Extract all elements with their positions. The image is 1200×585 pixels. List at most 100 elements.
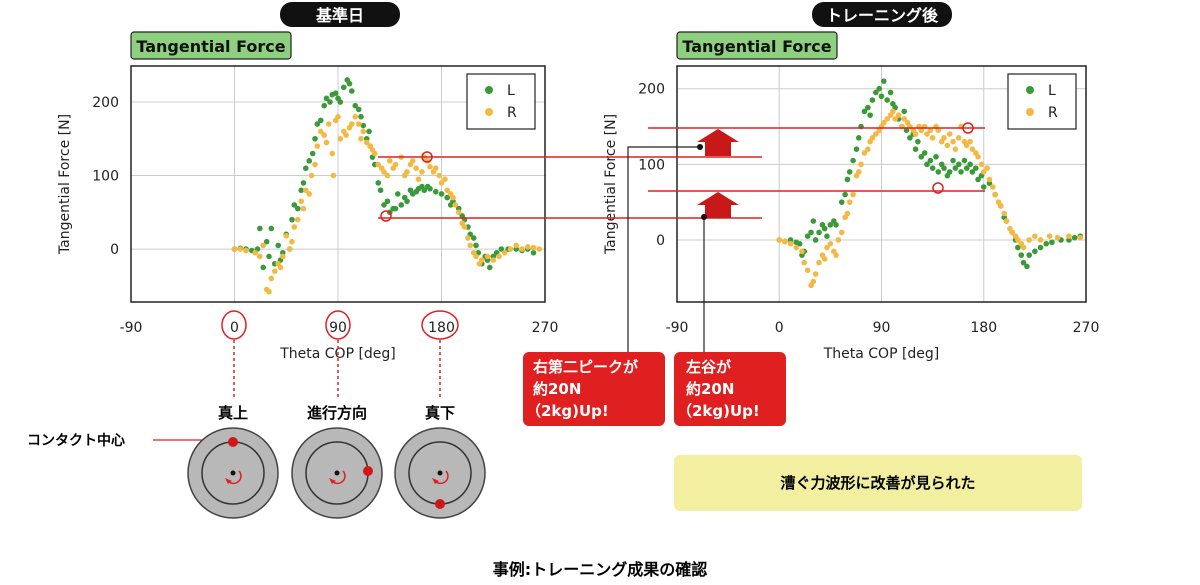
- point-L: [349, 88, 355, 94]
- point-L: [432, 188, 439, 195]
- point-R: [924, 131, 930, 137]
- point-L: [377, 187, 384, 194]
- point-R: [260, 242, 267, 249]
- point-R: [801, 259, 808, 266]
- right-scatter-chart: -90 0 90 180 270 0 100 200 LR Theta COP [deg] Tang…: [603, 65, 1099, 362]
- point-R: [436, 172, 443, 179]
- point-L: [268, 225, 275, 232]
- point-L: [853, 146, 860, 153]
- point-R: [967, 138, 973, 145]
- point-R: [884, 116, 890, 122]
- point-R: [243, 247, 249, 254]
- point-R: [384, 172, 391, 179]
- point-R: [432, 165, 439, 171]
- point-R: [833, 252, 839, 258]
- x-tick-label: -90: [120, 320, 143, 336]
- point-R: [975, 153, 981, 160]
- point-R: [291, 224, 298, 230]
- point-L: [833, 222, 839, 228]
- point-L: [473, 242, 479, 249]
- point-L: [842, 191, 848, 198]
- point-R: [352, 113, 359, 120]
- point-R: [268, 275, 275, 282]
- point-R: [1009, 229, 1015, 236]
- point-R: [317, 128, 324, 135]
- point-R: [1003, 218, 1010, 224]
- point-L: [332, 90, 339, 97]
- point-R: [978, 161, 985, 168]
- y-tick-label: 100: [638, 157, 665, 173]
- point-L: [438, 191, 445, 197]
- point-R: [266, 288, 272, 295]
- point-L: [263, 238, 270, 245]
- point-R: [799, 248, 805, 255]
- point-L: [972, 165, 979, 171]
- point-R: [963, 142, 970, 149]
- x-tick-label: 180: [428, 320, 455, 336]
- x-tick-label: 0: [775, 320, 784, 336]
- summary-text: 漕ぐ力波形に改善が見られた: [780, 474, 975, 492]
- position-bottom-label: 真下: [425, 404, 455, 422]
- wheel-disk-right: [291, 427, 383, 519]
- point-R: [865, 146, 871, 153]
- point-R: [890, 108, 896, 115]
- up-arrow-icon: [697, 192, 739, 218]
- point-R: [955, 135, 962, 141]
- point-R: [501, 249, 508, 256]
- point-L: [1018, 252, 1025, 258]
- point-R: [846, 199, 853, 205]
- point-R: [300, 205, 307, 212]
- point-R: [869, 135, 876, 141]
- point-L: [323, 95, 330, 102]
- point-R: [298, 198, 305, 205]
- point-R: [358, 135, 364, 142]
- point-L: [294, 205, 301, 212]
- point-R: [990, 184, 996, 190]
- point-R: [793, 244, 800, 251]
- point-L: [808, 229, 814, 236]
- point-R: [880, 119, 887, 126]
- point-R: [237, 246, 244, 252]
- point-R: [413, 165, 420, 171]
- point-L: [950, 157, 956, 164]
- point-R: [935, 127, 942, 134]
- point-R: [858, 161, 864, 168]
- point-L: [887, 89, 894, 96]
- point-L: [963, 165, 970, 171]
- figure-caption: 事例:トレーニング成果の確認: [493, 560, 707, 579]
- point-R: [308, 172, 315, 179]
- point-R: [438, 180, 445, 186]
- point-L: [366, 128, 372, 135]
- y-tick-label: 0: [656, 233, 665, 249]
- point-R: [496, 253, 502, 260]
- point-L: [816, 229, 822, 236]
- wheel-disk-top: [187, 427, 279, 519]
- point-L: [865, 104, 871, 111]
- point-R: [321, 132, 328, 138]
- point-L: [530, 249, 537, 256]
- point-R: [478, 257, 485, 263]
- point-L: [884, 97, 890, 103]
- point-R: [980, 169, 987, 175]
- point-R: [231, 246, 238, 252]
- point-R: [404, 169, 410, 175]
- x-tick-label: -90: [666, 320, 689, 336]
- point-R: [326, 121, 332, 127]
- callout-text: 約20N: [686, 380, 734, 398]
- callout-text: 約20N: [533, 380, 581, 398]
- point-L: [935, 169, 942, 175]
- summary-box: 漕ぐ力波形に改善が見られた: [674, 455, 1082, 511]
- point-R: [912, 131, 919, 137]
- x-axis-label: Theta COP [deg]: [823, 346, 940, 362]
- point-R: [335, 113, 341, 120]
- point-L: [912, 146, 919, 153]
- point-R: [827, 240, 834, 247]
- point-R: [283, 233, 290, 239]
- point-R: [892, 116, 898, 122]
- point-L: [980, 184, 987, 190]
- point-L: [869, 97, 876, 103]
- point-L: [867, 112, 873, 118]
- point-L: [921, 150, 928, 156]
- point-R: [386, 158, 393, 164]
